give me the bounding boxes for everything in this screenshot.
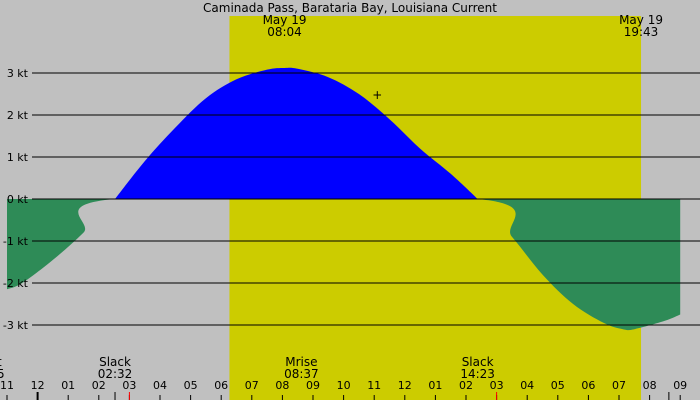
annotation-time: 02:32 (98, 367, 133, 381)
x-tick-label: 01 (428, 379, 442, 392)
annotation-label: Slack (462, 355, 494, 369)
flood-current-area (115, 67, 478, 199)
annotation-label: May 19 (619, 13, 663, 27)
x-tick-label: 12 (398, 379, 412, 392)
left-edge-label-lower: 5 (0, 367, 5, 381)
annotation-label: Slack (99, 355, 131, 369)
x-tick-label: 10 (337, 379, 351, 392)
y-tick-label: 0 kt (7, 193, 29, 206)
y-tick-label: 2 kt (7, 109, 29, 122)
y-axis-tick-labels: 3 kt 2 kt 1 kt 0 kt -1 kt -2 kt -3 kt (3, 67, 29, 332)
y-tick-label: 1 kt (7, 151, 29, 164)
chart-title: Caminada Pass, Barataria Bay, Louisiana … (203, 1, 497, 15)
annotation-time: 08:04 (267, 25, 302, 39)
x-tick-label: 09 (306, 379, 320, 392)
x-tick-label: 03 (122, 379, 136, 392)
x-tick-label: 05 (551, 379, 565, 392)
x-tick-label: 05 (184, 379, 198, 392)
annotation-time: 14:23 (460, 367, 495, 381)
y-tick-label: 3 kt (7, 67, 29, 80)
x-tick-label: 04 (520, 379, 534, 392)
x-tick-label: 08 (275, 379, 289, 392)
left-edge-label-upper: t (0, 355, 2, 369)
y-tick-label: -3 kt (3, 319, 29, 332)
x-axis-ticks: 11 12 01 02 03 04 05 06 07 08 09 10 11 12 01 02 03 04 05 06… (0, 379, 687, 400)
annotation-label: May 19 (263, 13, 307, 27)
x-tick-label: 04 (153, 379, 167, 392)
x-tick-label: 02 (92, 379, 106, 392)
x-tick-label: 12 (31, 379, 45, 392)
annotation-time: 08:37 (284, 367, 319, 381)
x-tick-label: 11 (0, 379, 14, 392)
x-tick-label: 07 (612, 379, 626, 392)
x-tick-label: 06 (214, 379, 228, 392)
x-tick-label: 03 (490, 379, 504, 392)
annotation-time: 19:43 (624, 25, 659, 39)
x-tick-label: 06 (581, 379, 595, 392)
plus-marker: + (372, 88, 382, 102)
x-tick-label: 11 (367, 379, 381, 392)
annotation-label: Mrise (285, 355, 317, 369)
x-tick-label: 07 (245, 379, 259, 392)
gridlines (32, 72, 700, 326)
x-tick-label: 08 (643, 379, 657, 392)
ebb-current-area (7, 194, 681, 331)
x-tick-label: 02 (459, 379, 473, 392)
x-tick-label: 01 (61, 379, 75, 392)
x-tick-label: 09 (673, 379, 687, 392)
y-tick-label: -2 kt (3, 277, 29, 290)
y-tick-label: -1 kt (3, 235, 29, 248)
